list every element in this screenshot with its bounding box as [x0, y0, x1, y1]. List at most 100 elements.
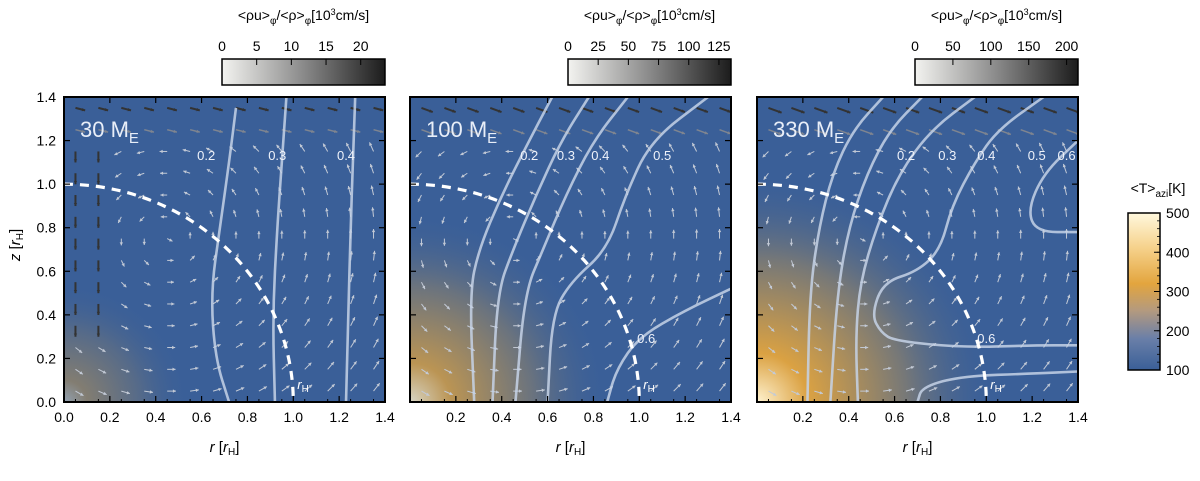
- velocity-arrow-head: [171, 302, 175, 306]
- velocity-arrow-head: [915, 110, 920, 114]
- velocity-arrow-head: [188, 232, 192, 236]
- velocity-arrow-head: [996, 252, 1001, 256]
- velocity-arrow-head: [1042, 251, 1047, 255]
- velocity-arrow-head: [491, 261, 495, 266]
- velocity-arrow-head: [214, 277, 219, 281]
- velocity-arrow-head: [424, 349, 429, 353]
- velocity-arrow-head: [770, 328, 775, 332]
- velocity-arrow-head: [603, 231, 607, 235]
- velocity-arrow-head: [125, 369, 130, 373]
- contour-line: [829, 97, 924, 402]
- velocity-arrow-head: [240, 387, 245, 391]
- velocity-arrow-head: [974, 252, 978, 256]
- velocity-arrow-head: [127, 107, 132, 112]
- velocity-arrow-head: [606, 297, 610, 302]
- velocity-arrow-head: [635, 109, 640, 113]
- velocity-arrow-head: [416, 176, 420, 180]
- velocity-arrow-head: [121, 263, 125, 267]
- x-tick-label: 0.8: [238, 409, 258, 425]
- velocity-arrow-head: [954, 319, 958, 324]
- velocity-arrow-head: [438, 175, 443, 179]
- velocity-arrow-head: [961, 110, 966, 114]
- x-tick-label: 1.4: [375, 409, 395, 425]
- velocity-arrow-head: [878, 212, 882, 216]
- velocity-arrow-head: [1018, 208, 1022, 212]
- velocity-arrow-head: [541, 388, 545, 392]
- velocity-arrow-head: [884, 255, 888, 260]
- velocity-arrow-head: [195, 388, 199, 392]
- velocity-arrow-head: [123, 283, 127, 288]
- velocity-arrow-head: [437, 153, 442, 157]
- velocity-arrow-head: [520, 131, 525, 135]
- velocity-arrow-head: [261, 319, 265, 324]
- velocity-arrow-head: [429, 109, 433, 113]
- velocity-arrow-head: [211, 231, 215, 235]
- panel-frame: [756, 96, 1079, 403]
- velocity-arrow-head: [543, 131, 548, 135]
- temperature-tick-label: 500: [1166, 205, 1190, 221]
- velocity-arrow-head: [303, 230, 307, 234]
- velocity-arrow-head: [1065, 250, 1069, 255]
- velocity-arrow-head: [149, 368, 153, 372]
- velocity-arrow-head: [922, 146, 927, 150]
- velocity-arrow-head: [852, 149, 856, 154]
- velocity-arrow-head: [955, 342, 959, 346]
- velocity-arrow-head: [230, 167, 234, 172]
- velocity-colorbar-label: <ρu>φ/<ρ>φ[103cm/s]: [931, 7, 1062, 27]
- velocity-arrow-head: [778, 131, 782, 136]
- temperature-colorbar-label: <T>azi[K]: [1131, 180, 1186, 200]
- velocity-arrow-head: [721, 338, 725, 343]
- velocity-arrow-head: [765, 220, 769, 225]
- x-tick-label: 0.2: [446, 409, 466, 425]
- velocity-arrow-head: [904, 231, 908, 235]
- velocity-arrow-head: [506, 193, 510, 197]
- velocity-arrow-head: [811, 219, 815, 223]
- velocity-arrow-head: [119, 242, 123, 246]
- velocity-arrow-head: [517, 302, 521, 306]
- velocity-arrow-head: [923, 167, 927, 172]
- velocity-arrow-head: [375, 361, 380, 365]
- velocity-arrow-head: [79, 392, 84, 396]
- velocity-arrow-head: [495, 390, 499, 394]
- velocity-arrow-head: [938, 110, 943, 114]
- velocity-arrow-head: [692, 164, 696, 168]
- velocity-arrow-head: [300, 165, 304, 169]
- velocity-arrow-head: [793, 306, 797, 310]
- velocity-arrow-head: [265, 129, 269, 134]
- velocity-arrow-head: [1064, 207, 1068, 211]
- velocity-arrow-head: [191, 255, 195, 260]
- contour-label: 0.2: [897, 148, 915, 163]
- velocity-arrow-head: [127, 129, 132, 134]
- velocity-arrow-head: [239, 343, 244, 347]
- velocity-arrow-head: [973, 230, 977, 234]
- velocity-arrow-head: [852, 171, 857, 175]
- velocity-arrow-head: [658, 109, 663, 113]
- velocity-arrow-head: [538, 278, 543, 282]
- velocity-arrow-head: [236, 275, 241, 280]
- velocity-arrow-head: [695, 251, 700, 255]
- velocity-arrow-head: [441, 220, 445, 224]
- velocity-arrow-head: [419, 243, 424, 247]
- velocity-arrow-head: [1046, 383, 1051, 387]
- velocity-arrow-head: [1024, 384, 1028, 388]
- velocity-arrow-head: [371, 207, 375, 211]
- velocity-colorbar: <ρu>φ/<ρ>φ[103cm/s] 0 5 10 15 20: [218, 7, 386, 86]
- velocity-arrow-head: [575, 146, 580, 150]
- velocity-arrow-head: [528, 148, 533, 152]
- velocity-arrow-head: [234, 231, 238, 235]
- velocity-arrow-head: [864, 302, 868, 306]
- velocity-arrow-head: [862, 238, 866, 242]
- velocity-arrow-head: [376, 383, 380, 387]
- velocity-arrow-head: [1020, 273, 1024, 278]
- velocity-arrow-head: [423, 306, 427, 311]
- velocity-arrow-head: [206, 169, 211, 173]
- velocity-arrow-head: [863, 280, 867, 284]
- velocity-arrow-head: [846, 110, 851, 114]
- velocity-arrow-head: [1030, 131, 1034, 136]
- velocity-arrow-head: [81, 129, 86, 134]
- velocity-arrow-head: [1062, 163, 1067, 168]
- velocity-arrow-head: [460, 152, 464, 156]
- velocity-arrow-head: [787, 197, 791, 202]
- contour-label: 0.4: [337, 148, 355, 163]
